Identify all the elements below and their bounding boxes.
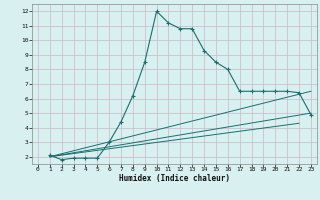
X-axis label: Humidex (Indice chaleur): Humidex (Indice chaleur) (119, 174, 230, 183)
